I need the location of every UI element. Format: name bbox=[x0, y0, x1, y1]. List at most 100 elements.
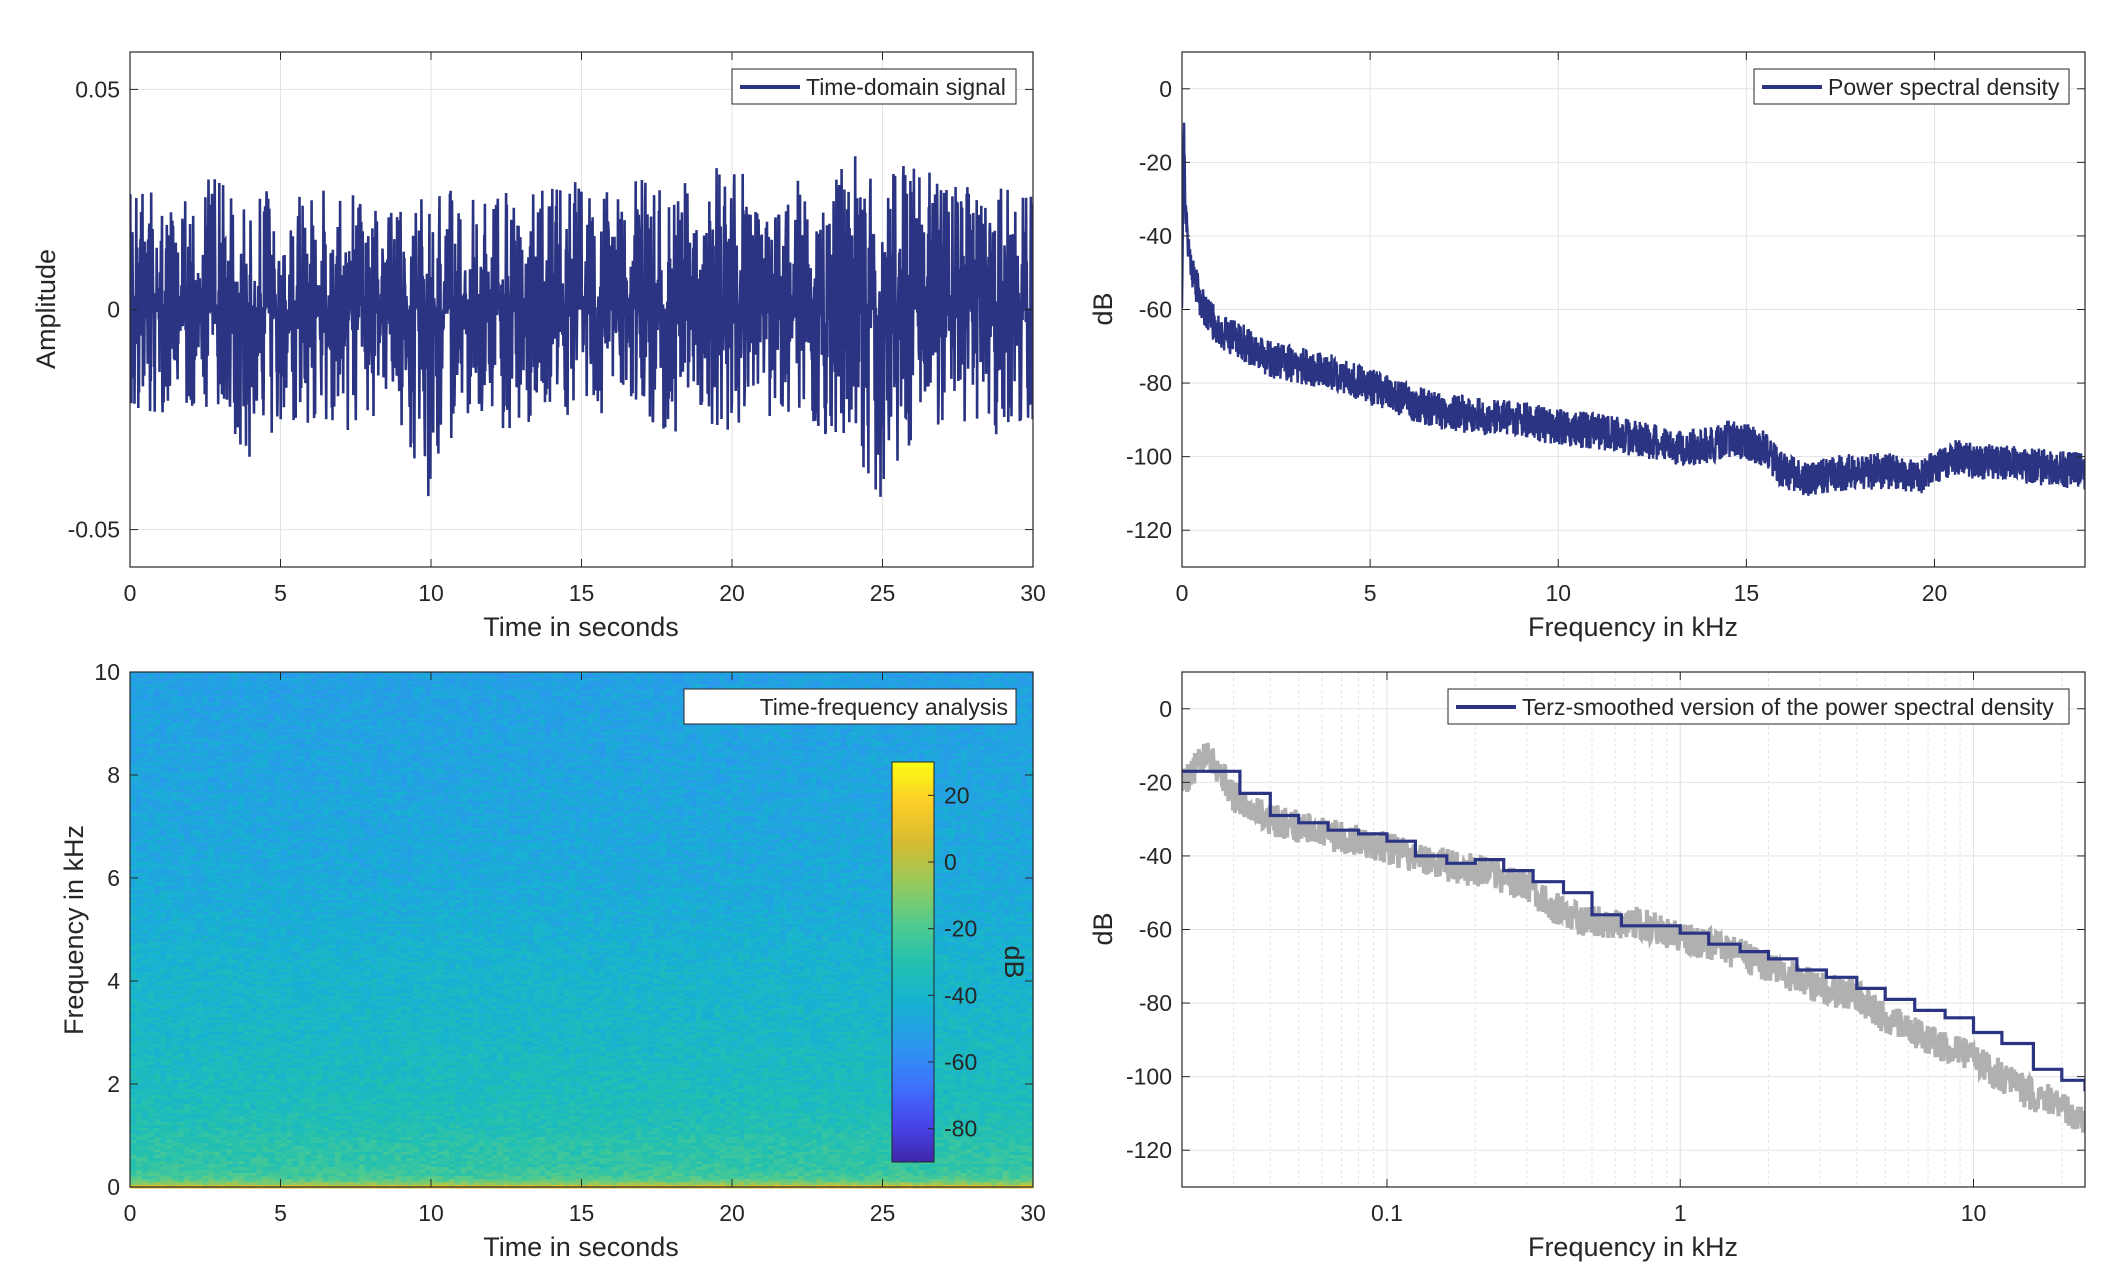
heatmap-cell bbox=[184, 690, 191, 694]
heatmap-cell bbox=[979, 681, 986, 685]
heatmap-cell bbox=[600, 699, 607, 703]
heatmap-cell bbox=[660, 705, 667, 709]
heatmap-cell bbox=[672, 681, 679, 685]
heatmap-cell bbox=[395, 729, 402, 733]
heatmap-cell bbox=[630, 705, 637, 709]
heatmap-cell bbox=[401, 768, 408, 772]
heatmap-cell bbox=[666, 732, 673, 736]
heatmap-cell bbox=[166, 708, 173, 712]
heatmap-cell bbox=[160, 756, 167, 760]
heatmap-cell bbox=[979, 741, 986, 745]
heatmap-cell bbox=[359, 759, 366, 763]
heatmap-cell bbox=[353, 765, 360, 769]
heatmap-cell bbox=[214, 756, 221, 760]
heatmap-cell bbox=[985, 741, 992, 745]
heatmap-cell bbox=[154, 708, 161, 712]
heatmap-cell bbox=[166, 735, 173, 739]
heatmap-cell bbox=[913, 726, 920, 730]
heatmap-cell bbox=[130, 756, 137, 760]
heatmap-cell bbox=[714, 747, 721, 751]
heatmap-cell bbox=[449, 675, 456, 679]
heatmap-cell bbox=[1021, 723, 1028, 727]
heatmap-cell bbox=[997, 744, 1004, 748]
heatmap-cell bbox=[383, 711, 390, 715]
heatmap-cell bbox=[268, 684, 275, 688]
heatmap-cell bbox=[268, 708, 275, 712]
heatmap-cell bbox=[455, 726, 462, 730]
heatmap-cell bbox=[347, 720, 354, 724]
heatmap-cell bbox=[1015, 753, 1022, 757]
heatmap-cell bbox=[1009, 729, 1016, 733]
heatmap-cell bbox=[431, 711, 438, 715]
heatmap-cell bbox=[937, 753, 944, 757]
heatmap-cell bbox=[160, 684, 167, 688]
heatmap-cell bbox=[618, 753, 625, 757]
heatmap-cell bbox=[142, 711, 149, 715]
heatmap-cell bbox=[527, 729, 534, 733]
heatmap-cell bbox=[274, 747, 281, 751]
heatmap-cell bbox=[461, 747, 468, 751]
heatmap-cell bbox=[214, 738, 221, 742]
heatmap-cell bbox=[750, 678, 757, 682]
heatmap-cell bbox=[461, 678, 468, 682]
heatmap-cell bbox=[497, 690, 504, 694]
heatmap-cell bbox=[431, 696, 438, 700]
heatmap-cell bbox=[624, 768, 631, 772]
heatmap-cell bbox=[401, 735, 408, 739]
heatmap-cell bbox=[425, 753, 432, 757]
heatmap-cell bbox=[142, 705, 149, 709]
heatmap-cell bbox=[594, 681, 601, 685]
heatmap-cell bbox=[720, 765, 727, 769]
heatmap-cell bbox=[600, 681, 607, 685]
heatmap-cell bbox=[594, 762, 601, 766]
heatmap-cell bbox=[359, 717, 366, 721]
heatmap-cell bbox=[443, 753, 450, 757]
heatmap-cell bbox=[130, 735, 137, 739]
heatmap-cell bbox=[154, 723, 161, 727]
heatmap-cell bbox=[172, 759, 179, 763]
heatmap-cell bbox=[226, 732, 233, 736]
heatmap-cell bbox=[467, 726, 474, 730]
heatmap-cell bbox=[365, 675, 372, 679]
heatmap-cell bbox=[353, 747, 360, 751]
heatmap-cell bbox=[768, 726, 775, 730]
heatmap-cell bbox=[985, 756, 992, 760]
heatmap-cell bbox=[949, 762, 956, 766]
heatmap-cell bbox=[967, 759, 974, 763]
heatmap-cell bbox=[931, 729, 938, 733]
heatmap-cell bbox=[786, 738, 793, 742]
heatmap-cell bbox=[690, 681, 697, 685]
heatmap-cell bbox=[569, 699, 576, 703]
heatmap-cell bbox=[485, 702, 492, 706]
heatmap-cell bbox=[401, 747, 408, 751]
heatmap-cell bbox=[738, 759, 745, 763]
heatmap-cell bbox=[678, 696, 685, 700]
heatmap-cell bbox=[244, 738, 251, 742]
heatmap-cell bbox=[563, 729, 570, 733]
heatmap-cell bbox=[238, 690, 245, 694]
heatmap-cell bbox=[491, 696, 498, 700]
heatmap-cell bbox=[979, 729, 986, 733]
heatmap-cell bbox=[220, 741, 227, 745]
heatmap-cell bbox=[166, 768, 173, 772]
heatmap-cell bbox=[485, 753, 492, 757]
psd-panel: 0 5 10 15 200-20-40-60-80-100-120 Frequency … bbox=[1088, 52, 2085, 642]
heatmap-cell bbox=[244, 768, 251, 772]
heatmap-cell bbox=[455, 750, 462, 754]
heatmap-cell bbox=[154, 717, 161, 721]
heatmap-cell bbox=[467, 732, 474, 736]
heatmap-cell bbox=[359, 687, 366, 691]
heatmap-cell bbox=[437, 735, 444, 739]
heatmap-cell bbox=[648, 750, 655, 754]
heatmap-cell bbox=[588, 747, 595, 751]
heatmap-cell bbox=[810, 684, 817, 688]
heatmap-cell bbox=[377, 753, 384, 757]
heatmap-cell bbox=[154, 702, 161, 706]
heatmap-cell bbox=[714, 684, 721, 688]
heatmap-cell bbox=[401, 762, 408, 766]
heatmap-cell bbox=[618, 717, 625, 721]
heatmap-cell bbox=[136, 708, 143, 712]
heatmap-cell bbox=[305, 678, 312, 682]
heatmap-cell bbox=[618, 681, 625, 685]
heatmap-cell bbox=[184, 702, 191, 706]
